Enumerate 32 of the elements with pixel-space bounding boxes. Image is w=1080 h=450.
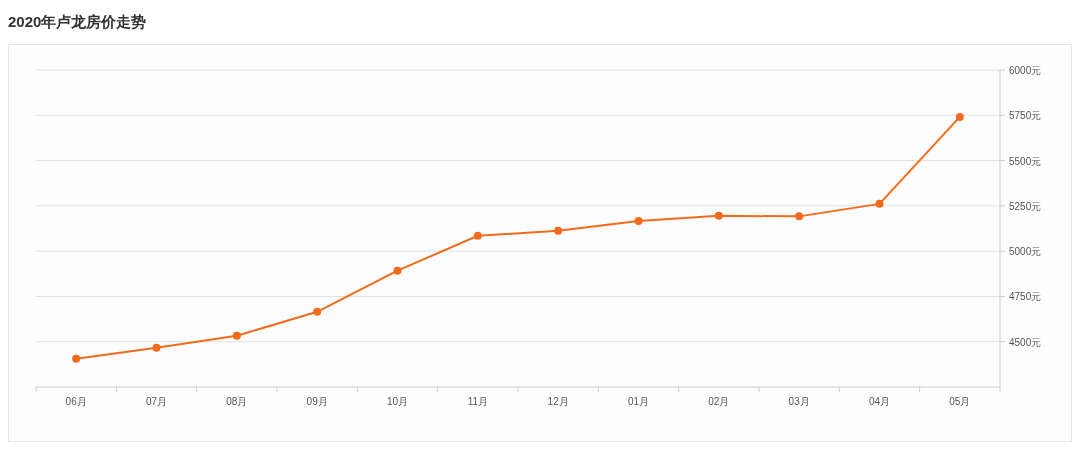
point — [152, 343, 161, 352]
point — [875, 199, 884, 208]
point — [473, 231, 482, 240]
x-tick-label: 02月 — [708, 396, 730, 407]
point — [232, 331, 241, 340]
point — [714, 211, 723, 220]
x-tick-label: 11月 — [467, 396, 489, 407]
point — [72, 354, 81, 363]
x-tick-label: 05月 — [949, 396, 971, 407]
y-tick-label: 5000元 — [1009, 246, 1042, 258]
point — [634, 216, 643, 225]
x-tick-label: 08月 — [226, 396, 248, 407]
y-tick-label: 5250元 — [1009, 200, 1042, 212]
y-tick-label: 5500元 — [1009, 155, 1042, 167]
point — [313, 307, 322, 316]
x-tick-label: 09月 — [306, 396, 328, 407]
point — [795, 212, 804, 221]
x-tick-label: 06月 — [65, 396, 87, 407]
x-tick-label: 07月 — [145, 396, 168, 407]
x-tick-label: 04月 — [868, 396, 891, 407]
x-tick-label: 10月 — [386, 396, 409, 407]
y-tick-label: 6000元 — [1009, 65, 1042, 76]
point — [554, 226, 563, 235]
point — [955, 112, 964, 121]
x-tick-label: 12月 — [547, 396, 569, 407]
y-tick-label: 4750元 — [1009, 291, 1042, 303]
y-tick-label: 5750元 — [1009, 110, 1042, 122]
x-tick-label: 03月 — [788, 396, 810, 407]
chart-title: 2020年卢龙房价走势 — [8, 13, 147, 30]
y-tick-label: 4500元 — [1009, 336, 1042, 348]
point — [393, 266, 402, 275]
x-tick-label: 01月 — [627, 396, 650, 407]
